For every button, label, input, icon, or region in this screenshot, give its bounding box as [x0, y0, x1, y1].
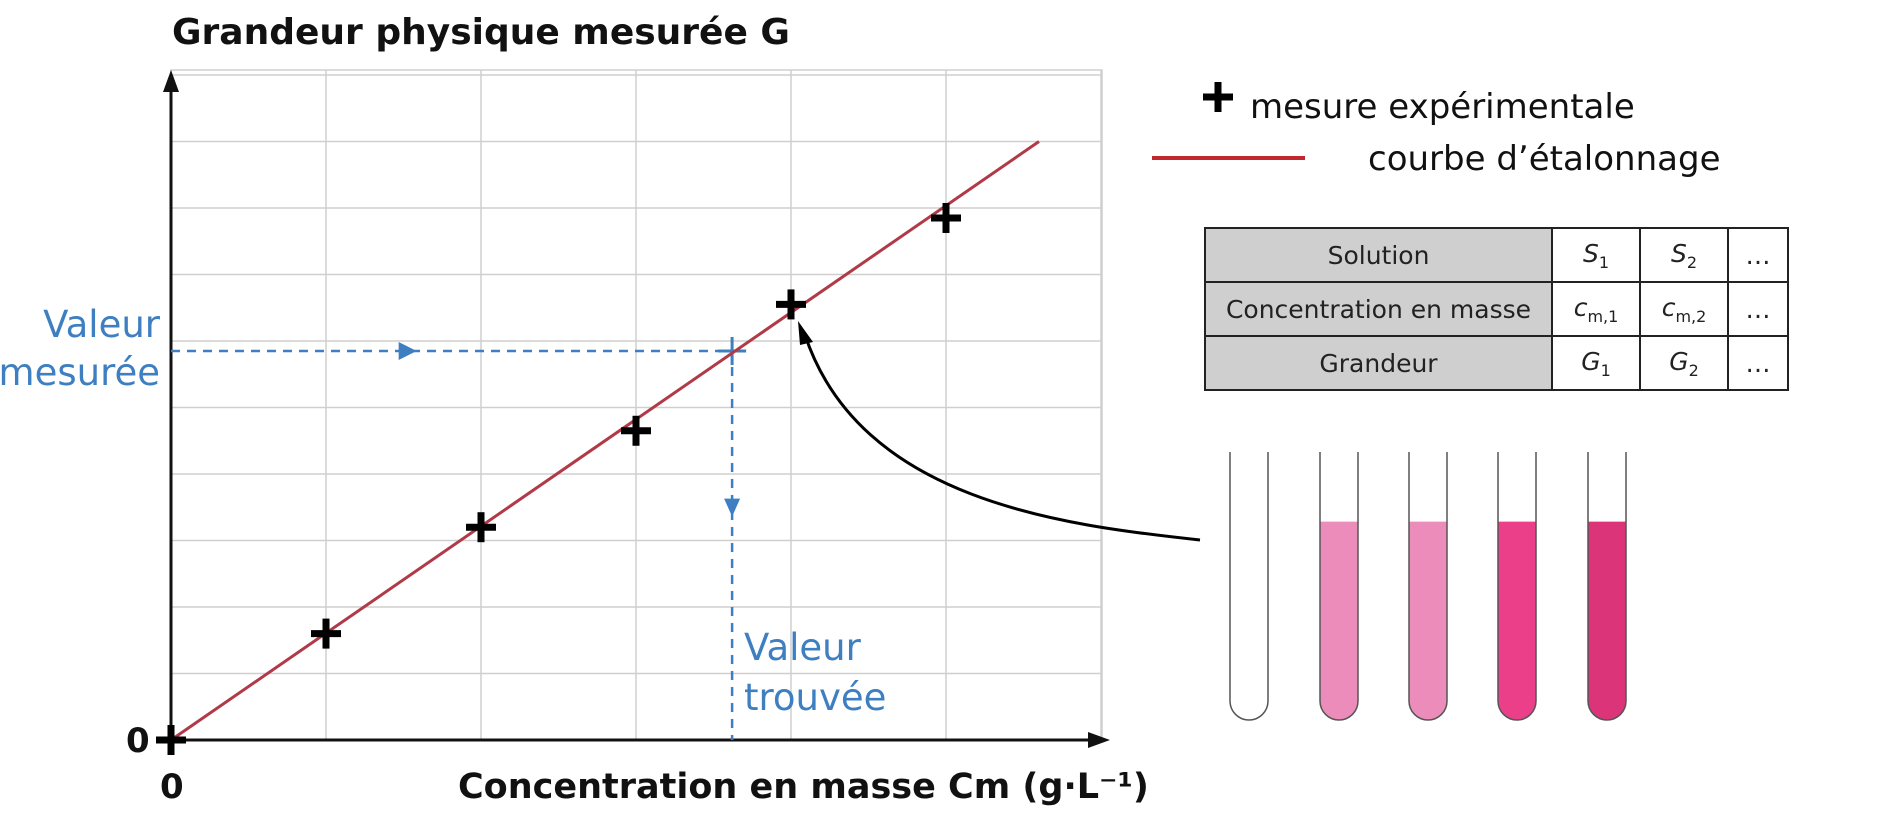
tube-liquid [1588, 521, 1626, 720]
table-row: Solution S1 S2… [1204, 227, 1789, 283]
measured-value-label-line1: Valeur [43, 303, 161, 346]
tube-outline [1319, 452, 1359, 721]
table-cell: G2 [1639, 335, 1729, 391]
table-cell-more: … [1727, 227, 1789, 283]
table-cell: S2 [1639, 227, 1729, 283]
table-cell-more: … [1727, 335, 1789, 391]
test-tube [1497, 452, 1537, 721]
tube-outline [1587, 452, 1627, 721]
table-row-header: Grandeur [1204, 335, 1553, 391]
found-value-label-line2: trouvée [744, 676, 886, 719]
tube-liquid [1320, 521, 1358, 720]
calibration-line [170, 140, 1040, 742]
measurement-points [156, 202, 961, 755]
table-cell-more: … [1727, 281, 1789, 337]
table-cell: cm,1 [1551, 281, 1641, 337]
test-tubes [1229, 452, 1627, 721]
legend-marker-label: mesure expérimentale [1250, 87, 1635, 127]
arrow-head-icon [798, 321, 813, 345]
tube-outline [1408, 452, 1448, 721]
calibration-line-layer [170, 140, 1040, 742]
test-tube [1229, 452, 1269, 721]
test-tube [1319, 452, 1359, 721]
data-point [621, 415, 651, 446]
tube-liquid [1498, 521, 1536, 720]
x-origin-label: 0 [160, 767, 184, 807]
solutions-table: Solution S1 S2… Concentration en masse cm,1 c… [1204, 227, 1789, 391]
measured-value-label-line2: mesurée [0, 351, 160, 394]
legend-line-label: courbe d’étalonnage [1368, 139, 1720, 179]
table-cell: S1 [1551, 227, 1641, 283]
tube-outline [1497, 452, 1537, 721]
chart-grid [170, 69, 1103, 741]
table-row: Concentration en masse cm,1 cm,2… [1204, 281, 1789, 337]
data-point [311, 618, 341, 649]
chart-title: Grandeur physique mesurée G [172, 12, 790, 53]
tubes-to-point-arrow [803, 334, 1201, 542]
table-row: Grandeur G1 G2… [1204, 335, 1789, 391]
table-row-header: Solution [1204, 227, 1553, 283]
x-axis-arrow [1088, 732, 1110, 748]
found-value-label-line1: Valeur [744, 626, 862, 669]
table-cell: G1 [1551, 335, 1641, 391]
table-row-header: Concentration en masse [1204, 281, 1553, 337]
lookup-arrow-right-icon [398, 341, 417, 360]
data-point [931, 202, 961, 233]
lookup-guides [171, 336, 747, 740]
data-point [776, 289, 806, 320]
tube-outline [1229, 452, 1269, 721]
data-point [156, 725, 186, 755]
legend: mesure expérimentale courbe d’étalonnage [1152, 82, 1720, 179]
x-axis-label: Concentration en masse Cm (g·L⁻¹) [458, 767, 1149, 807]
y-axis-arrow [163, 70, 179, 92]
tube-liquid [1409, 521, 1447, 720]
test-tube [1587, 452, 1627, 721]
lookup-arrow-down-icon [724, 498, 741, 517]
legend-marker-icon [1203, 82, 1233, 112]
y-origin-label: 0 [126, 721, 150, 761]
test-tube [1408, 452, 1448, 721]
data-point [466, 512, 496, 543]
table-cell: cm,2 [1639, 281, 1729, 337]
